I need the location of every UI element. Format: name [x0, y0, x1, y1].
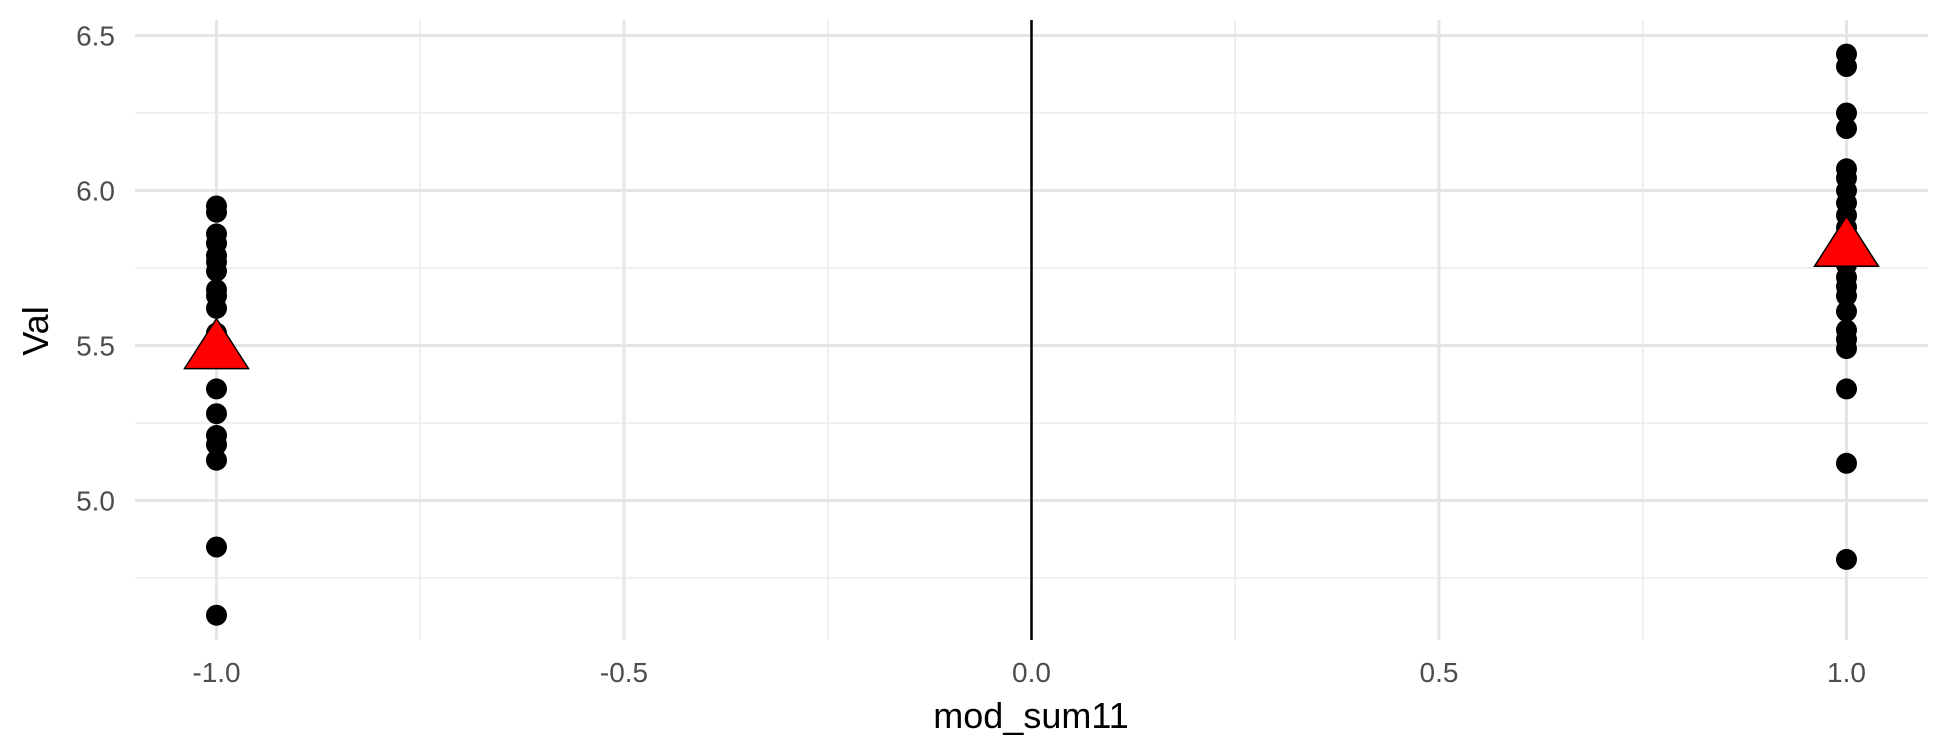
x-tick-label: -1.0 [192, 657, 240, 688]
data-point [1836, 300, 1857, 322]
y-tick-label: 5.5 [76, 331, 115, 362]
x-tick-label: 0.0 [1012, 657, 1051, 688]
data-points [206, 43, 1857, 626]
data-point [1836, 102, 1857, 124]
x-axis-tick-labels: -1.0 -0.5 0.0 0.5 1.0 [192, 657, 1866, 688]
data-point [206, 297, 227, 319]
mean-markers [183, 214, 1880, 370]
data-point [1836, 118, 1857, 139]
mean-triangle-marker [1813, 214, 1880, 268]
data-point [1836, 285, 1857, 307]
y-tick-label: 6.0 [76, 176, 115, 207]
y-axis-tick-labels: 5.0 5.5 6.0 6.5 [76, 21, 115, 517]
data-point [1836, 338, 1857, 360]
data-point [1836, 548, 1857, 570]
data-point [206, 378, 227, 400]
data-point [1836, 56, 1857, 77]
data-point [1836, 452, 1857, 474]
x-axis-title: mod_sum11 [933, 695, 1128, 736]
data-point [206, 434, 227, 456]
data-point [206, 536, 227, 558]
data-point [206, 260, 227, 282]
y-tick-label: 5.0 [76, 486, 115, 517]
x-tick-label: 1.0 [1827, 657, 1866, 688]
data-point [206, 449, 227, 471]
data-point [206, 201, 227, 223]
x-tick-label: -0.5 [600, 657, 648, 688]
y-tick-label: 6.5 [76, 21, 115, 52]
mean-triangle-marker [183, 317, 250, 370]
data-point [1836, 378, 1857, 400]
x-tick-label: 0.5 [1420, 657, 1459, 688]
data-point [206, 604, 227, 626]
data-point [206, 403, 227, 425]
y-axis-title: Val [15, 306, 56, 355]
